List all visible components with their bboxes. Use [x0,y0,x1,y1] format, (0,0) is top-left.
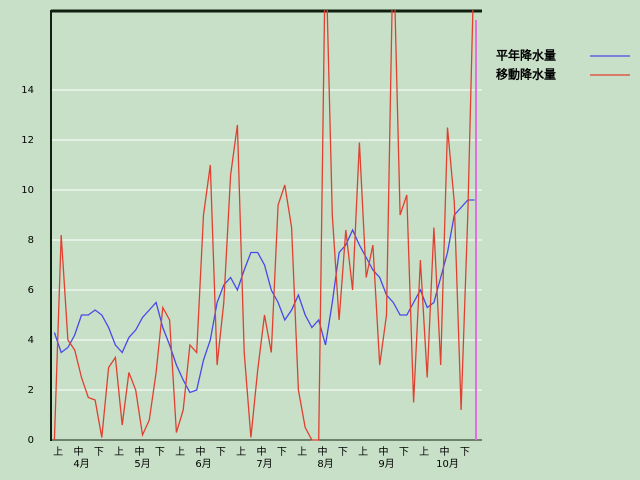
y-tick-label: 14 [21,85,34,96]
x-tick-label: 中 [440,445,450,458]
x-tick-label: 下 [460,447,470,458]
month-label: 5月 [134,458,150,470]
x-tick-label: 上 [297,446,307,458]
y-tick-label: 2 [28,385,34,396]
legend-label: 平年降水量 [496,48,556,63]
x-tick-label: 上 [358,446,368,458]
legend-label: 移動降水量 [496,67,556,82]
x-tick-label: 中 [379,445,389,458]
x-tick-label: 上 [175,446,185,458]
x-tick-label: 下 [338,447,348,458]
x-tick-label: 下 [155,447,165,458]
x-tick-label: 上 [53,446,63,458]
month-label: 6月 [195,458,211,470]
x-tick-label: 中 [74,445,84,458]
x-tick-label: 中 [318,445,328,458]
y-tick-label: 0 [28,435,34,446]
month-label: 10月 [436,458,459,470]
x-tick-label: 上 [114,446,124,458]
month-label: 9月 [378,458,394,470]
month-label: 4月 [73,458,89,470]
x-tick-label: 上 [236,446,246,458]
y-tick-label: 8 [28,235,34,246]
x-tick-label: 中 [196,445,206,458]
y-tick-label: 6 [28,285,34,296]
x-tick-label: 中 [135,445,145,458]
x-tick-label: 下 [94,447,104,458]
y-tick-label: 10 [21,185,34,196]
month-label: 8月 [317,458,333,470]
series-line [53,199,475,394]
labels: 02468101214上 中4月下上中5月下上中6月下上中7月下上中8月下上中9月… [21,85,470,470]
x-tick-label: 下 [277,447,287,458]
x-tick-label: 中 [257,445,267,458]
series-line [53,10,474,441]
x-tick-label: 上 [419,446,429,458]
y-tick-label: 12 [21,135,34,146]
lines [53,10,475,441]
x-tick-label: 下 [399,447,409,458]
y-tick-label: 4 [28,335,34,346]
month-label: 7月 [256,458,272,470]
x-tick-label: 下 [216,447,226,458]
